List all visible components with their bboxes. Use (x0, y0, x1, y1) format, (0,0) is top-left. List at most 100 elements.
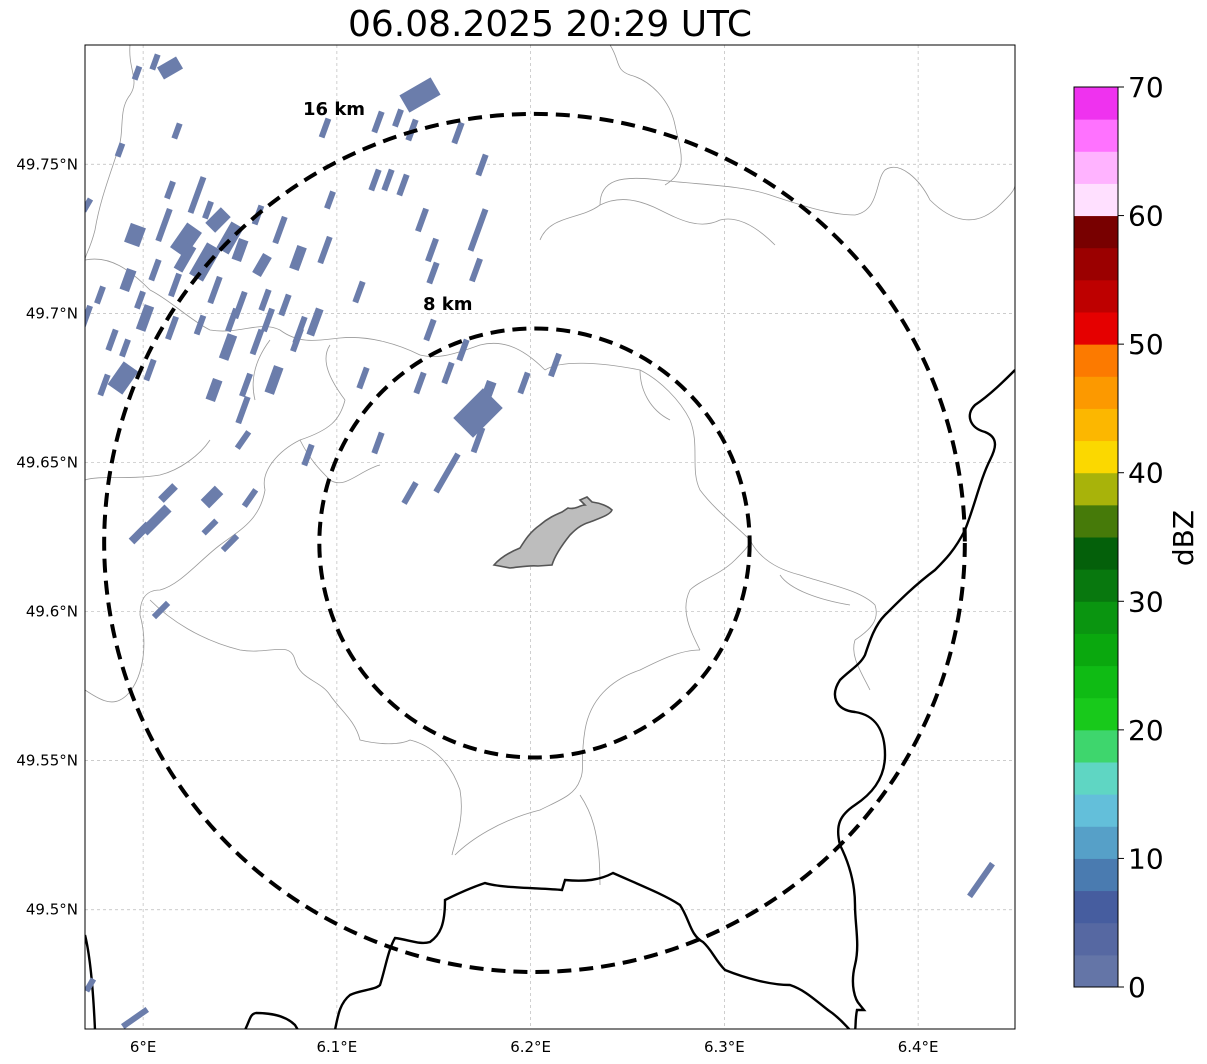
echo-cell (193, 314, 207, 336)
echo-cell (433, 452, 461, 494)
echo-cell (415, 207, 429, 233)
echo-cell (220, 533, 240, 553)
echo-cell (85, 977, 97, 993)
lon-tick-label: 6°E (130, 1038, 157, 1056)
echo-cell (124, 222, 146, 248)
colorbar-bins (1074, 87, 1118, 988)
colorbar-bin (1074, 601, 1118, 634)
colorbar-bin (1074, 569, 1118, 602)
lat-tick-label: 49.6°N (26, 603, 78, 621)
echo-cell (324, 190, 336, 210)
echo-cell (105, 328, 119, 352)
map-plot-area[interactable]: 8 km 16 km (77, 44, 1016, 1030)
echo-cell (201, 518, 219, 536)
echo-cell (119, 338, 131, 358)
echo-cell (301, 443, 315, 467)
echo-cell (156, 56, 184, 80)
echo-cell (235, 395, 251, 425)
echo-cell (218, 333, 238, 361)
colorbar-bin (1074, 826, 1118, 859)
echo-cell (318, 117, 332, 139)
range-rings: 8 km 16 km (102, 99, 967, 975)
echo-cell (131, 65, 143, 81)
colorbar-bin (1074, 794, 1118, 827)
echo-cell (467, 208, 489, 252)
colorbar: 0 10 20 30 40 50 60 70 dBZ (1073, 71, 1200, 1004)
colorbar-bin (1074, 408, 1118, 442)
echo-cell (261, 307, 275, 333)
echo-cell (155, 207, 173, 243)
lon-tick-label: 6.2°E (510, 1038, 551, 1056)
echo-cell (356, 366, 370, 390)
echo-cell (200, 485, 224, 509)
colorbar-bin (1074, 440, 1118, 474)
echo-cell (548, 352, 562, 378)
longitude-axis: 6°E 6.1°E 6.2°E 6.3°E 6.4°E (130, 1038, 939, 1056)
echo-cell (272, 215, 288, 245)
national-borders (85, 369, 1015, 1029)
echo-cell (371, 110, 385, 134)
echo-cell (352, 280, 366, 304)
echo-cell (264, 365, 284, 395)
lat-tick-label: 49.5°N (26, 901, 78, 919)
echo-cell (517, 371, 531, 395)
range-ring-label: 16 km (303, 99, 365, 120)
map-title: 06.08.2025 20:29 UTC (347, 4, 753, 45)
lat-tick-label: 49.75°N (16, 155, 78, 173)
colorbar-bin (1074, 697, 1118, 731)
echo-cell (135, 304, 155, 332)
echo-cell (252, 252, 272, 278)
colorbar-bin (1074, 762, 1118, 795)
echo-cell (151, 600, 171, 620)
echo-cell (278, 293, 292, 317)
echo-cell (396, 173, 410, 197)
echo-cell (306, 307, 324, 337)
lat-tick-label: 49.55°N (16, 752, 78, 770)
echo-cell (202, 200, 214, 220)
colorbar-ticks: 0 10 20 30 40 50 60 70 (1118, 71, 1164, 1004)
colorbar-bin (1074, 633, 1118, 667)
colorbar-bin (1074, 472, 1118, 506)
colorbar-bin (1074, 183, 1118, 217)
echo-cell (205, 207, 231, 233)
echo-cell (289, 245, 307, 271)
range-ring-16km (102, 111, 967, 975)
echo-cell (258, 288, 272, 312)
echo-cell (148, 258, 162, 282)
echo-cell (317, 235, 333, 265)
echo-cell (423, 318, 437, 342)
echo-cell (426, 261, 440, 285)
echo-cell (241, 488, 259, 508)
echo-cell (368, 168, 382, 192)
echo-cell (470, 426, 486, 454)
echo-cell (392, 108, 404, 128)
echo-cell (158, 483, 178, 503)
echo-cell (170, 222, 202, 258)
echo-cell (114, 142, 126, 158)
echo-cell (475, 153, 489, 177)
echo-cell (134, 290, 146, 310)
colorbar-bin (1074, 119, 1118, 152)
echo-cell (249, 328, 265, 356)
colorbar-label: dBZ (1167, 510, 1200, 566)
colorbar-tick-label: 40 (1128, 457, 1164, 490)
echo-cell (120, 1006, 150, 1029)
colorbar-bin (1074, 729, 1118, 763)
colorbar-bin (1074, 344, 1118, 377)
colorbar-bin (1074, 312, 1118, 345)
range-ring-8km (317, 326, 752, 760)
colorbar-tick-label: 10 (1128, 842, 1164, 875)
echo-cell (425, 237, 439, 263)
colorbar-bin (1074, 954, 1118, 988)
colorbar-bin (1074, 665, 1118, 699)
echo-cell (381, 168, 395, 192)
echo-cell (225, 307, 239, 333)
echo-cell (165, 315, 179, 341)
colorbar-bin (1074, 537, 1118, 570)
echo-cell (119, 267, 137, 293)
echo-cell (451, 121, 465, 145)
colorbar-bin (1074, 890, 1118, 924)
echo-cell (290, 327, 304, 353)
echo-cell (239, 372, 253, 398)
